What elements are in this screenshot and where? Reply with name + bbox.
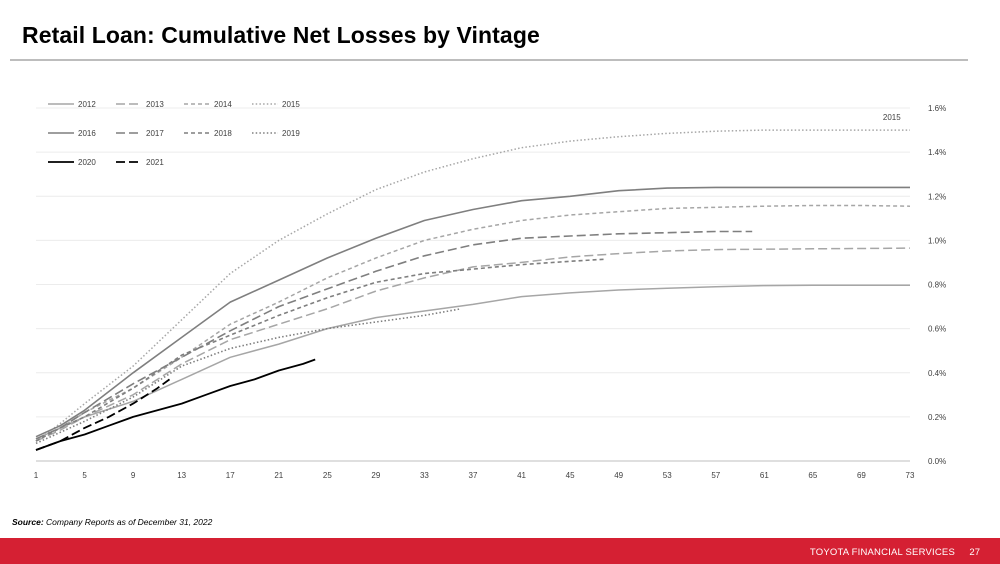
x-tick-label: 33 (420, 471, 429, 480)
chart-gridlines (36, 107, 910, 462)
y-tick-label: 0.6% (928, 325, 946, 334)
cumulative-losses-chart: 1 5 9 13 17 21 25 29 33 37 41 45 49 53 57 61 65 69 73 0.0%… (34, 100, 946, 480)
x-tick-label: 13 (177, 471, 186, 480)
footer-bar: TOYOTA FINANCIAL SERVICES 27 (0, 538, 1000, 564)
y-tick-label: 0.0% (928, 457, 946, 466)
legend-label-2020: 2020 (78, 158, 96, 167)
x-tick-label: 17 (226, 471, 235, 480)
legend-label-2018: 2018 (214, 129, 232, 138)
source-text: Company Reports as of December 31, 2022 (43, 517, 213, 527)
y-tick-label: 1.4% (928, 148, 946, 157)
legend-label-2016: 2016 (78, 129, 96, 138)
x-tick-label: 41 (517, 471, 526, 480)
series-line-2016 (35, 186, 910, 438)
series-line-2015 (35, 129, 910, 442)
x-tick-label: 61 (760, 471, 769, 480)
series-line-2013 (35, 247, 911, 442)
legend-label-2013: 2013 (146, 100, 164, 109)
x-tick-label: 37 (469, 471, 478, 480)
y-tick-label: 0.2% (928, 413, 946, 422)
chart-legend: 2012 2013 2014 2015 2016 2017 2018 2019 2020 2021 (48, 100, 300, 167)
x-axis-ticks: 1 5 9 13 17 21 25 29 33 37 41 45 49 53 57 61 65 69 73 (34, 471, 915, 480)
x-tick-label: 57 (711, 471, 720, 480)
x-tick-label: 69 (857, 471, 866, 480)
y-tick-label: 0.8% (928, 281, 946, 290)
source-note: Source: Company Reports as of December 3… (12, 517, 212, 527)
series-line-2020 (35, 358, 316, 451)
legend-label-2019: 2019 (282, 129, 300, 138)
annotation-label: 2015 (883, 113, 901, 122)
chart-annotations: 2015 (883, 113, 901, 122)
x-tick-label: 21 (274, 471, 283, 480)
legend-label-2021: 2021 (146, 158, 164, 167)
title-divider (10, 59, 968, 61)
x-tick-label: 1 (34, 471, 39, 480)
x-tick-label: 29 (371, 471, 380, 480)
y-axis-ticks: 0.0% 0.2% 0.4% 0.6% 0.8% 1.0% 1.2% 1.4% 1.6% (928, 104, 946, 466)
chart-series (35, 129, 911, 451)
series-line-2021 (35, 378, 171, 451)
series-line-2017 (35, 230, 753, 440)
series-line-2012 (35, 284, 910, 440)
legend-label-2017: 2017 (146, 129, 164, 138)
page-number: 27 (969, 547, 980, 558)
legend-label-2015: 2015 (282, 100, 300, 109)
x-tick-label: 49 (614, 471, 623, 480)
source-label: Source: (12, 517, 44, 527)
x-tick-label: 9 (131, 471, 136, 480)
x-tick-label: 65 (808, 471, 817, 480)
x-tick-label: 53 (663, 471, 672, 480)
x-tick-label: 45 (566, 471, 575, 480)
series-line-2019 (35, 308, 462, 445)
legend-label-2012: 2012 (78, 100, 96, 109)
x-tick-label: 5 (82, 471, 87, 480)
x-tick-label: 73 (906, 471, 915, 480)
y-tick-label: 0.4% (928, 369, 946, 378)
footer-brand: TOYOTA FINANCIAL SERVICES (809, 547, 955, 558)
page-title: Retail Loan: Cumulative Net Losses by Vi… (22, 22, 540, 48)
y-tick-label: 1.0% (928, 236, 946, 245)
legend-label-2014: 2014 (214, 100, 232, 109)
y-tick-label: 1.2% (928, 192, 946, 201)
y-tick-label: 1.6% (928, 104, 946, 113)
x-tick-label: 25 (323, 471, 332, 480)
series-line-2018 (35, 258, 607, 442)
